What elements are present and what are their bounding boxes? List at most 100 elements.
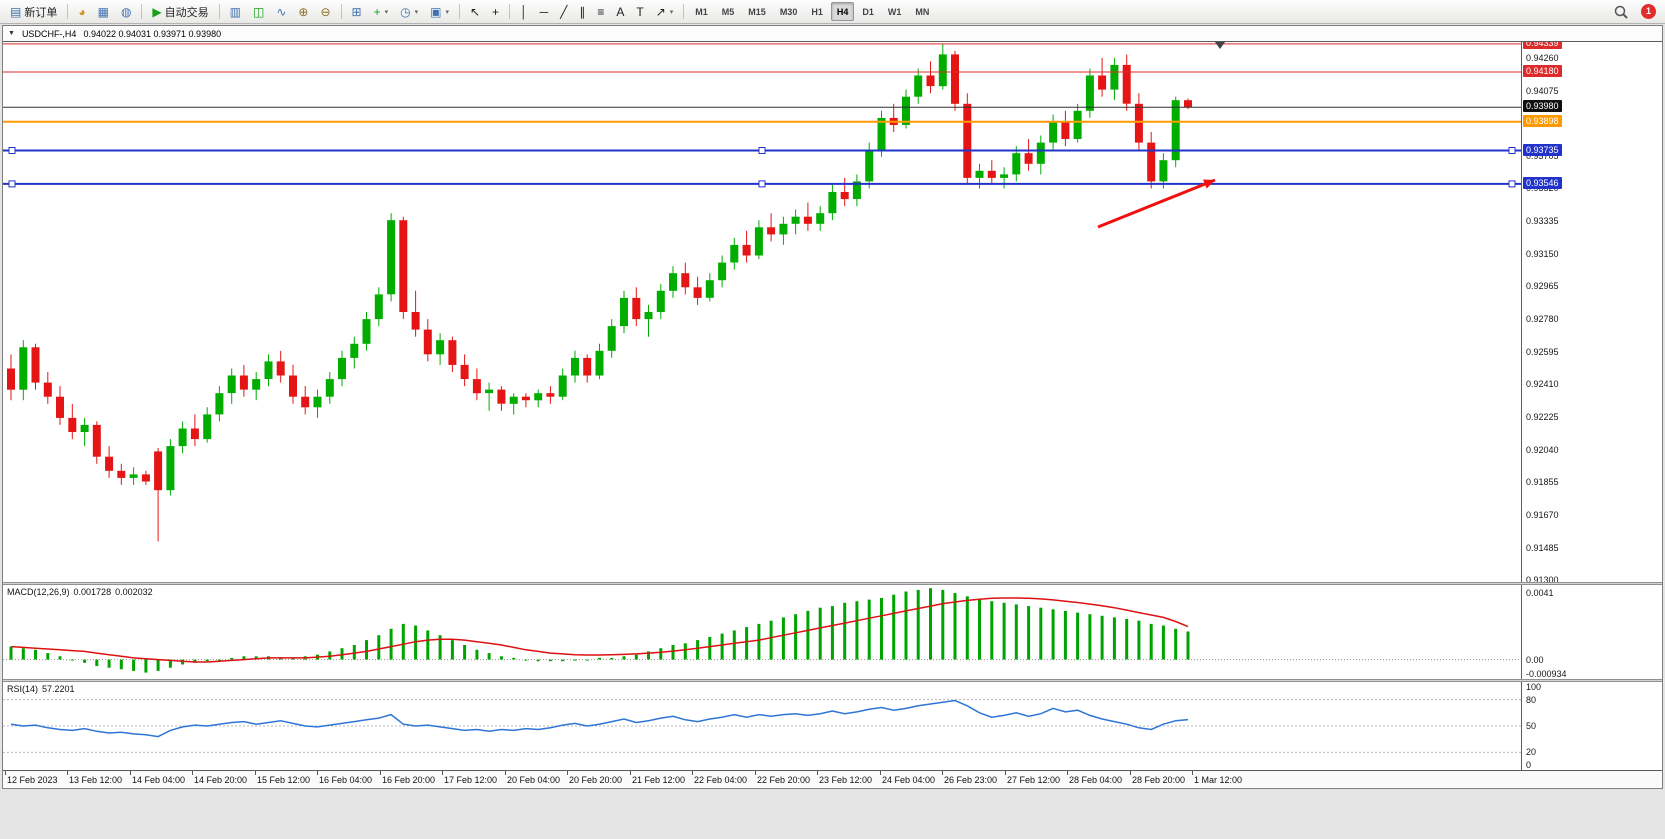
time-axis[interactable]: 12 Feb 2023 13 Feb 12:00 14 Feb 04:00 14 Fe… bbox=[3, 770, 1662, 787]
timeframe-m1[interactable]: M1 bbox=[689, 2, 714, 21]
indicators-button[interactable]: + ▾ bbox=[369, 2, 394, 21]
line-handle[interactable] bbox=[1508, 180, 1516, 188]
macd-histogram-bar bbox=[855, 601, 859, 660]
candle-body bbox=[963, 103, 972, 178]
bar-chart-button[interactable]: ▥ bbox=[225, 2, 246, 21]
toolbar-separator bbox=[340, 4, 342, 19]
market-watch-button[interactable]: ◕ bbox=[73, 2, 90, 21]
fibonacci-button[interactable]: ≡ bbox=[592, 2, 609, 21]
panel-separator[interactable] bbox=[3, 679, 1662, 682]
toolbar-buttons: ▤ 新订单 ◕ ▦ ◍ ▶ 自动交易 ▥ ◫ ∿ ⊕ ⊖ ⊞ + ▾ ◷ ▾ ▣ ▾ ↖ + │ ─ ╱ ∥ ≡ A T ↗ ▾ bbox=[4, 2, 688, 21]
rsi-chart[interactable] bbox=[3, 682, 1521, 770]
collapse-icon[interactable]: ▼ bbox=[8, 30, 15, 37]
candle-body bbox=[166, 446, 175, 491]
macd-histogram-bar bbox=[217, 659, 221, 661]
new-order-button[interactable]: ▤ 新订单 bbox=[5, 2, 62, 21]
candle-body bbox=[534, 393, 543, 401]
horizontal-line-icon: ─ bbox=[539, 4, 549, 19]
line-handle[interactable] bbox=[8, 180, 16, 188]
chart-ohlc-values: 0.94022 0.94031 0.93971 0.93980 bbox=[83, 28, 222, 39]
price-level-label: 0.93735 bbox=[1523, 144, 1562, 156]
macd-axis[interactable]: 0.0041 0.00 -0.000934 bbox=[1521, 585, 1662, 679]
time-axis-label: 20 Feb 04:00 bbox=[507, 775, 561, 785]
periods-button[interactable]: ◷ ▾ bbox=[395, 2, 423, 21]
tile-windows-button[interactable]: ⊞ bbox=[347, 2, 367, 21]
price-axis[interactable]: 0.942600.940750.938900.937050.935200.933… bbox=[1521, 42, 1662, 582]
candle-body bbox=[448, 340, 457, 365]
search-button[interactable] bbox=[1609, 1, 1633, 22]
candle-body bbox=[117, 470, 126, 478]
price-chart[interactable] bbox=[3, 42, 1521, 582]
timeframe-h4[interactable]: H4 bbox=[830, 2, 855, 21]
dropdown-caret-icon: ▾ bbox=[445, 8, 449, 16]
timeframe-w1[interactable]: W1 bbox=[882, 2, 908, 21]
drawn-arrow[interactable] bbox=[1097, 178, 1216, 229]
time-axis-tick bbox=[380, 771, 381, 775]
time-axis-label: 22 Feb 04:00 bbox=[694, 775, 748, 785]
timeframe-d1[interactable]: D1 bbox=[856, 2, 880, 21]
crosshair-button[interactable]: + bbox=[487, 2, 504, 21]
vertical-line-button[interactable]: │ bbox=[515, 2, 533, 21]
zoom-out-button[interactable]: ⊖ bbox=[315, 2, 335, 21]
candle-body bbox=[1134, 103, 1143, 143]
macd-histogram-bar bbox=[843, 602, 847, 660]
macd-histogram-bar bbox=[414, 625, 418, 660]
macd-histogram-bar bbox=[1051, 609, 1055, 660]
rsi-axis-label: 50 bbox=[1526, 721, 1537, 731]
candle-body bbox=[681, 273, 690, 288]
data-window-button[interactable]: ▦ bbox=[93, 2, 114, 21]
arrows-button[interactable]: ↗ ▾ bbox=[651, 2, 679, 21]
time-axis-label: 15 Feb 12:00 bbox=[257, 775, 311, 785]
chart-window: ▼ USDCHF-,H4 0.94022 0.94031 0.93971 0.9… bbox=[2, 25, 1663, 789]
candlestick-chart-button[interactable]: ◫ bbox=[248, 2, 269, 21]
timeframe-h1[interactable]: H1 bbox=[805, 2, 829, 21]
candle-body bbox=[877, 117, 886, 150]
time-axis-tick bbox=[880, 771, 881, 775]
macd-histogram-bar bbox=[1076, 612, 1080, 660]
timeframe-m15[interactable]: M15 bbox=[742, 2, 772, 21]
zoom-in-button[interactable]: ⊕ bbox=[293, 2, 313, 21]
horizontal-line-button[interactable]: ─ bbox=[535, 2, 554, 21]
macd-histogram-bar bbox=[156, 659, 160, 671]
macd-histogram-bar bbox=[818, 607, 822, 660]
navigator-button[interactable]: ◍ bbox=[116, 2, 136, 21]
candle-body bbox=[1085, 75, 1094, 111]
channel-button[interactable]: ∥ bbox=[574, 2, 590, 21]
trendline-button[interactable]: ╱ bbox=[555, 2, 572, 21]
notification-badge[interactable]: 1 bbox=[1641, 4, 1656, 19]
candle-body bbox=[779, 223, 788, 235]
macd-histogram-bar bbox=[144, 659, 148, 673]
panel-separator[interactable] bbox=[3, 582, 1662, 585]
rsi-label: RSI(14) 57.2201 bbox=[7, 684, 75, 694]
autotrading-button[interactable]: ▶ 自动交易 bbox=[147, 2, 213, 21]
dropdown-caret-icon: ▾ bbox=[384, 8, 389, 16]
text-label-button[interactable]: T bbox=[631, 2, 648, 21]
line-handle[interactable] bbox=[1508, 147, 1516, 154]
cursor-icon: ↖ bbox=[469, 4, 481, 19]
line-handle[interactable] bbox=[758, 180, 766, 188]
line-chart-button[interactable]: ∿ bbox=[271, 2, 291, 21]
macd-histogram-bar bbox=[524, 659, 528, 661]
candle-body bbox=[178, 428, 187, 447]
line-handle[interactable] bbox=[8, 147, 16, 154]
macd-chart[interactable] bbox=[3, 585, 1521, 679]
macd-histogram-bar bbox=[46, 653, 50, 660]
templates-button[interactable]: ▣ ▾ bbox=[425, 2, 454, 21]
text-label-icon: T bbox=[636, 4, 644, 19]
cursor-button[interactable]: ↖ bbox=[465, 2, 485, 21]
rsi-value: 57.2201 bbox=[42, 684, 75, 694]
shift-marker-icon bbox=[1215, 42, 1225, 49]
text-button[interactable]: A bbox=[611, 2, 629, 21]
timeframe-m5[interactable]: M5 bbox=[716, 2, 741, 21]
timeframe-mn[interactable]: MN bbox=[909, 2, 935, 21]
timeframe-m30[interactable]: M30 bbox=[774, 2, 804, 21]
drawn-arrow-head[interactable] bbox=[1203, 179, 1215, 189]
candle-body bbox=[264, 361, 273, 379]
line-handle[interactable] bbox=[758, 147, 766, 154]
macd-main-value: 0.001728 bbox=[73, 587, 112, 597]
macd-histogram-bar bbox=[953, 593, 957, 660]
rsi-axis[interactable]: 100 80 50 20 0 bbox=[1521, 682, 1662, 770]
candle-body bbox=[141, 474, 150, 482]
time-axis-label: 16 Feb 20:00 bbox=[382, 775, 436, 785]
macd-label: MACD(12,26,9) 0.001728 0.002032 bbox=[7, 587, 153, 597]
